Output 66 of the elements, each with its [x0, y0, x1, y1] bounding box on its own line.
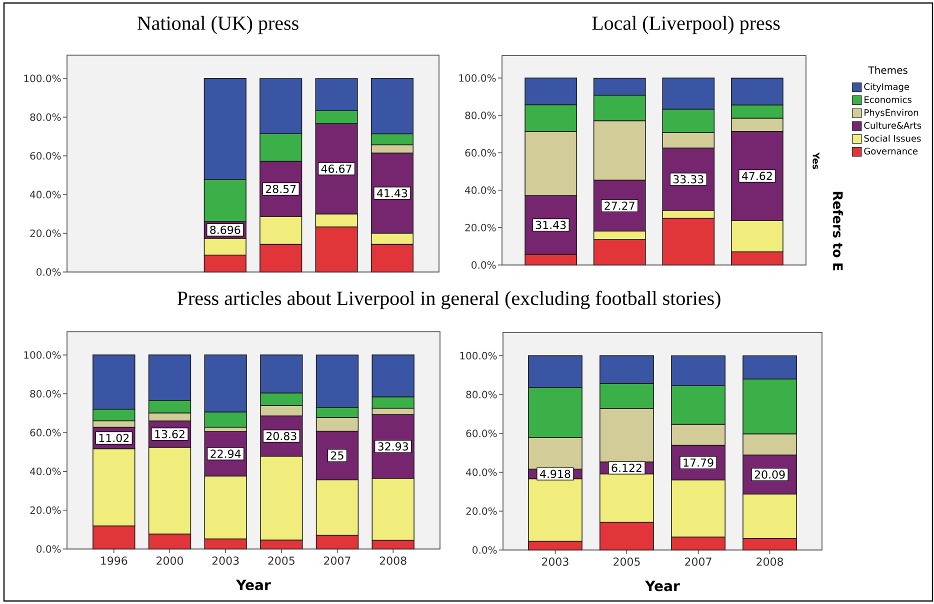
x-tick-label: 2007 — [685, 558, 712, 566]
x-tick-label: 2008 — [380, 556, 406, 565]
y-tick-label: 100.0% — [24, 351, 61, 359]
data-label: 46.67 — [321, 164, 352, 173]
data-label: 47.62 — [742, 172, 772, 180]
y-tick-label: 40.0% — [465, 186, 496, 194]
data-label: 13.62 — [155, 430, 184, 438]
legend-label: PhysEnviron — [864, 108, 918, 118]
legend-title: Themes — [868, 66, 908, 74]
y-tick-label: 20.0% — [466, 507, 497, 515]
y-tick-label: 100.0% — [460, 352, 497, 360]
x-tick-label: 1996 — [101, 556, 128, 565]
y-tick-label: 80.0% — [30, 113, 61, 121]
data-label: 28.57 — [266, 184, 296, 194]
y-tick-label: 80.0% — [465, 112, 496, 120]
data-label: 41.43 — [377, 189, 408, 198]
x-tick-label: 2005 — [268, 556, 294, 565]
x-tick-label: 2000 — [156, 556, 183, 565]
data-label: 31.43 — [536, 220, 566, 230]
y-tick-label: 40.0% — [466, 468, 497, 476]
x-tick-label: 2003 — [212, 556, 239, 565]
y-tick-label: 0.0% — [472, 261, 496, 269]
x-tick-label: 2007 — [324, 556, 350, 565]
legend-label: Social Issues — [864, 134, 921, 142]
y-tick-label: 80.0% — [30, 390, 61, 398]
data-label: 8.696 — [210, 226, 240, 234]
y-tick-label: 20.0% — [465, 224, 496, 232]
x-tick-label: 2003 — [542, 558, 568, 566]
x-axis-title: Year — [645, 580, 680, 592]
y-tick-label: 80.0% — [466, 390, 497, 398]
y-tick-label: 0.0% — [36, 545, 61, 553]
data-label: 17.79 — [684, 458, 714, 467]
data-label: 32.93 — [378, 442, 408, 451]
y-tick-label: 0.0% — [36, 268, 61, 276]
x-tick-label: 2005 — [614, 558, 640, 566]
legend-label: Culture&Arts — [864, 122, 922, 129]
data-label: 20.83 — [266, 432, 296, 440]
data-label: 6.122 — [612, 464, 642, 472]
y-tick-label: 40.0% — [30, 468, 61, 476]
data-label: 22.94 — [210, 450, 241, 458]
y-tick-label: 100.0% — [24, 74, 61, 82]
x-axis-title: Year — [236, 580, 271, 590]
y-tick-label: 40.0% — [30, 190, 61, 198]
legend-label: Governance — [864, 148, 918, 155]
text: Yes — [812, 152, 820, 170]
y-tick-label: 100.0% — [459, 74, 496, 82]
chart-title: National (UK) press — [137, 16, 298, 34]
y-tick-label: 60.0% — [30, 428, 61, 436]
chart-title: Press articles about Liverpool in general (excluding football stories) — [177, 290, 720, 310]
x-tick-label: 2008 — [756, 558, 784, 566]
legend-label: CityImage — [864, 83, 910, 92]
data-label: 33.33 — [673, 175, 704, 184]
y-tick-label: 60.0% — [30, 152, 61, 160]
y-tick-label: 0.0% — [472, 546, 497, 554]
data-label: 4.918 — [540, 470, 570, 478]
y-tick-label: 20.0% — [30, 506, 61, 514]
data-label: 27.27 — [604, 202, 634, 210]
y-tick-label: 60.0% — [466, 430, 497, 438]
data-label: 20.09 — [754, 470, 785, 479]
data-label: 25 — [331, 451, 344, 460]
legend-label: Economics — [864, 96, 912, 104]
chart-title: Local (Liverpool) press — [592, 16, 780, 34]
data-label: 11.02 — [99, 434, 129, 442]
y-tick-label: 60.0% — [465, 149, 496, 157]
text: Refers to E — [832, 192, 844, 270]
y-tick-label: 20.0% — [30, 230, 61, 238]
